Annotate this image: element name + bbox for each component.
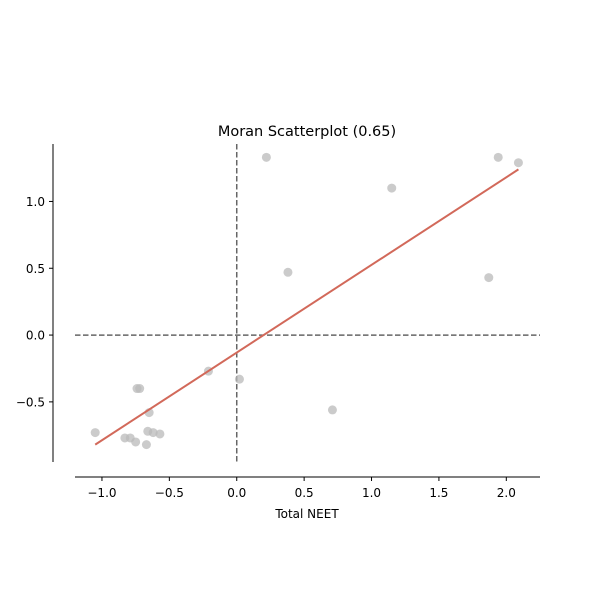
scatter-point xyxy=(141,440,151,450)
scatter-point xyxy=(90,428,100,438)
y-tick-label: 0.5 xyxy=(26,262,45,276)
x-tick-label: −0.5 xyxy=(155,486,184,500)
y-tick-label: 1.0 xyxy=(26,195,45,209)
scatter-point xyxy=(135,384,145,394)
x-tick-label: 1.0 xyxy=(362,486,381,500)
x-tick-label: 0.0 xyxy=(227,486,246,500)
y-tick-label: 0.0 xyxy=(26,329,45,343)
scatter-point xyxy=(283,267,293,277)
y-tick-label: −0.5 xyxy=(16,395,45,409)
y-ticks: −0.5 0.0 0.5 1.0 xyxy=(16,195,53,409)
scatter-point xyxy=(131,437,141,447)
fit-line-group xyxy=(94,168,519,446)
x-tick-label: −1.0 xyxy=(87,486,116,500)
scatter-point xyxy=(261,152,271,162)
regression-line xyxy=(94,168,519,446)
scatter-point xyxy=(148,428,158,438)
reference-lines xyxy=(75,144,540,462)
scatter-point xyxy=(155,429,165,439)
x-tick-label: 2.0 xyxy=(497,486,516,500)
data-points xyxy=(90,152,523,450)
chart-title: Moran Scatterplot (0.65) xyxy=(218,124,396,140)
axes xyxy=(52,144,540,478)
x-tick-label: 1.5 xyxy=(429,486,448,500)
x-ticks: −1.0 −0.5 0.0 0.5 1.0 1.5 2.0 xyxy=(87,477,516,500)
x-axis-label: Total NEET xyxy=(274,507,339,521)
scatter-point xyxy=(234,374,244,384)
scatter-point xyxy=(484,273,494,283)
scatter-point xyxy=(493,152,503,162)
scatter-point xyxy=(513,158,523,168)
scatter-point xyxy=(387,183,397,193)
x-tick-label: 0.5 xyxy=(295,486,314,500)
scatter-point xyxy=(327,405,337,415)
